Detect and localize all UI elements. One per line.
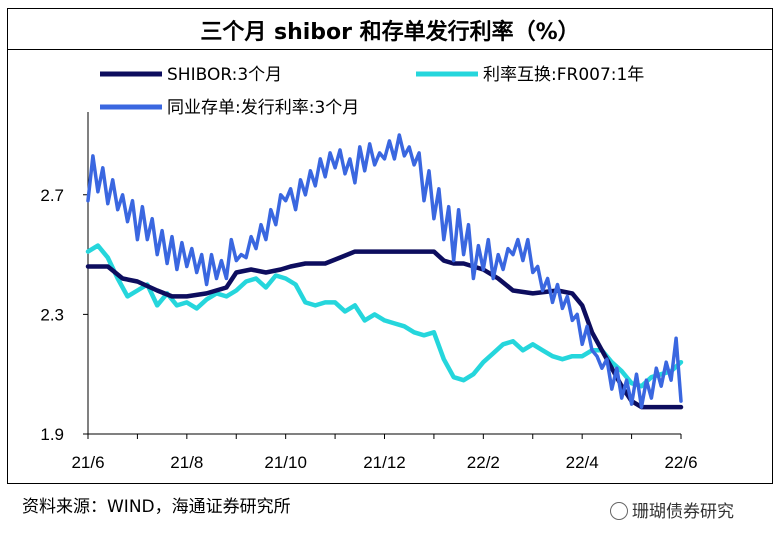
x-tick-label: 22/2 [467, 453, 500, 472]
wechat-icon [610, 502, 628, 520]
chart-title: 三个月 shibor 和存单发行利率（%） [200, 20, 580, 45]
source-note: 资料来源：WIND，海通证券研究所 [22, 497, 291, 517]
axes-group: 1.9 2.3 2.7 21/6 21/8 21/10 21/12 22/2 22/4 22/6 [40, 112, 698, 472]
x-tick-label: 21/6 [71, 453, 104, 472]
watermark: 珊瑚债券研究 [610, 497, 734, 522]
series-lines-group [85, 133, 684, 410]
chart-frame [7, 8, 773, 484]
series-line-2 [86, 133, 683, 409]
y-tick-label: 2.3 [40, 305, 64, 324]
legend-label-0: SHIBOR:3个月 [167, 65, 282, 85]
legend-label-2: 同业存单:发行利率:3个月 [167, 98, 359, 118]
legend-label-1: 利率互换:FR007:1年 [483, 65, 644, 85]
y-tick-label: 1.9 [40, 425, 64, 444]
y-tick-label: 2.7 [40, 186, 64, 205]
x-tick-label: 21/8 [170, 453, 203, 472]
series-line-0 [85, 249, 684, 410]
title-divider [7, 49, 773, 50]
x-tick-label: 21/10 [264, 453, 307, 472]
x-tick-label: 22/4 [566, 453, 599, 472]
series-line-1 [85, 243, 684, 389]
x-tick-label: 21/12 [363, 453, 406, 472]
watermark-text: 珊瑚债券研究 [632, 502, 734, 522]
x-tick-label: 22/6 [664, 453, 697, 472]
